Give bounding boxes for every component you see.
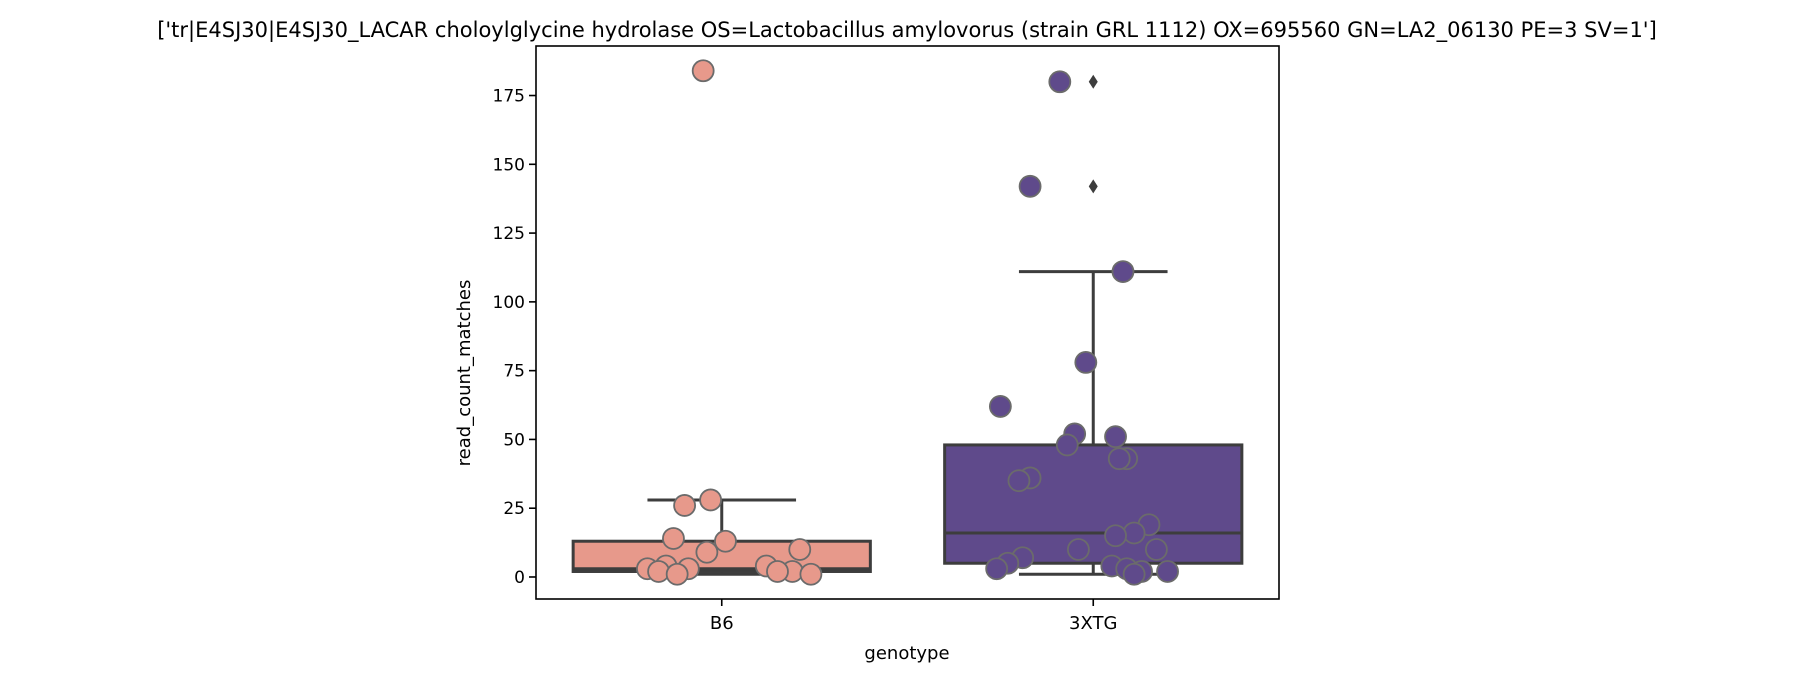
y-tick-label: 75 (503, 362, 525, 382)
data-point (665, 562, 689, 586)
data-point (1122, 562, 1146, 586)
data-point (766, 560, 789, 583)
plot-frame (535, 45, 1280, 600)
y-tick-label: 175 (493, 87, 525, 107)
data-point (1007, 469, 1031, 493)
data-point (673, 494, 696, 517)
x-tick-label: B6 (710, 613, 734, 634)
outlier-marker (1088, 74, 1098, 89)
data-point (691, 59, 715, 83)
data-point (1122, 521, 1146, 545)
data-point (647, 560, 670, 583)
data-point (1156, 560, 1179, 583)
data-point (988, 395, 1012, 418)
y-tick-label: 50 (503, 430, 525, 450)
data-point (714, 529, 737, 553)
y-tick-label: 150 (493, 155, 525, 175)
data-point (1066, 538, 1090, 561)
plot-area: 0 25 50 75 100 125 150 175 B6 3XTG (493, 45, 1280, 634)
y-tick-label: 100 (493, 293, 525, 313)
x-axis-label: genotype (864, 643, 949, 664)
data-point (788, 538, 812, 561)
data-point (695, 540, 719, 564)
data-point (799, 562, 823, 586)
data-point (1048, 70, 1072, 94)
x-tick-label: 3XTG (1069, 613, 1117, 634)
data-point (1018, 174, 1042, 198)
data-point (1145, 538, 1168, 561)
y-tick-label: 0 (514, 568, 525, 588)
data-point (1104, 425, 1127, 449)
y-tick-label: 125 (493, 224, 525, 244)
data-point (1104, 524, 1127, 548)
data-point (662, 527, 685, 550)
data-point (1074, 350, 1098, 374)
data-point (1111, 260, 1135, 284)
data-point (699, 488, 723, 512)
data-point (1107, 447, 1131, 471)
chart-title: ['tr|E4SJ30|E4SJ30_LACAR choloylglycine … (157, 18, 1657, 43)
box-3xtg (943, 443, 1244, 565)
y-tick-label: 25 (503, 499, 525, 519)
data-point (1055, 433, 1079, 457)
y-axis-label: read_count_matches (454, 280, 475, 467)
outlier-marker (1088, 179, 1098, 194)
data-point (985, 557, 1009, 581)
